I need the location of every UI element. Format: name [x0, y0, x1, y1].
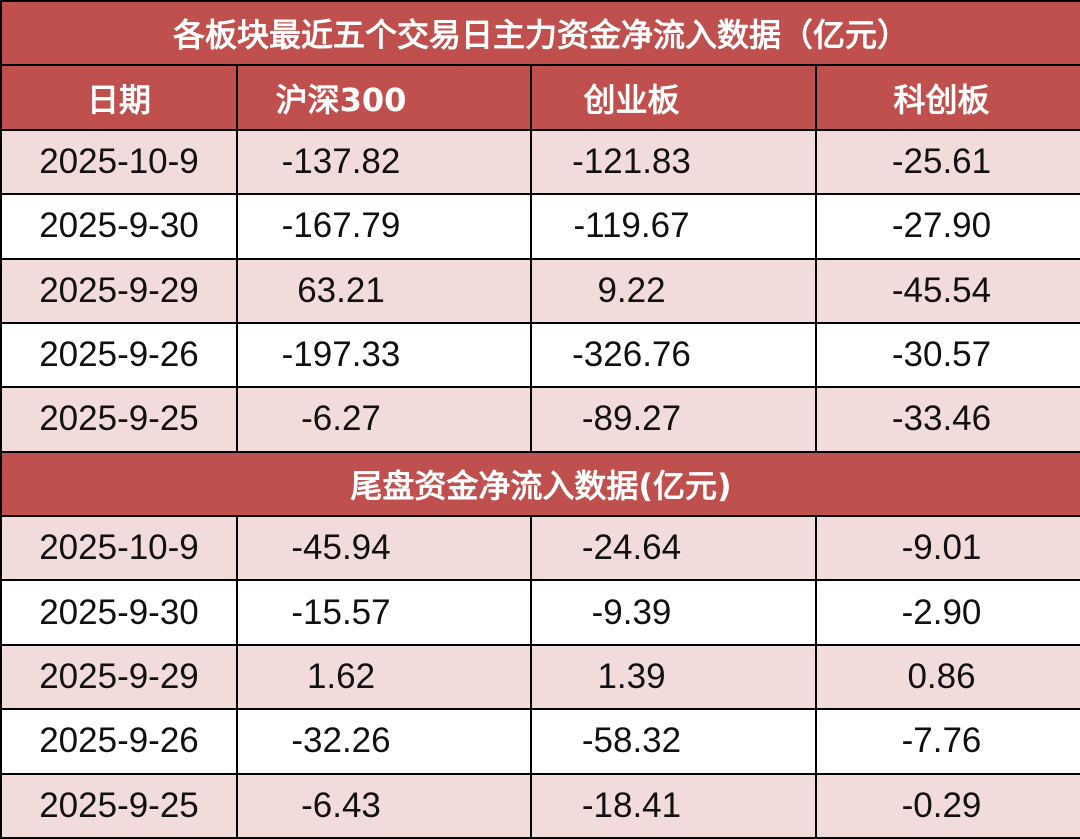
- date-cell: 2025-9-29: [0, 643, 238, 711]
- table-row: 2025-10-9 -45.94 -24.64 -9.01: [0, 514, 1080, 582]
- star-market-cell: 0.86: [814, 643, 1080, 711]
- header-hs300: 沪深300: [236, 64, 532, 131]
- chinext-cell: -58.32: [530, 708, 817, 775]
- table-row: 2025-9-30 -167.79 -119.67 -27.90: [0, 193, 1080, 260]
- header-star-market: 科创板: [814, 64, 1080, 131]
- table-row: 2025-9-30 -15.57 -9.39 -2.90: [0, 579, 1080, 646]
- hs300-cell: -32.26: [236, 708, 532, 775]
- table-row: 2025-9-25 -6.43 -18.41 -0.29: [0, 772, 1080, 839]
- hs300-cell: -137.82: [236, 128, 532, 196]
- chinext-cell: -9.39: [530, 579, 817, 646]
- header-chinext: 创业板: [530, 64, 817, 131]
- hs300-cell: -45.94: [236, 514, 532, 582]
- hs300-cell: -15.57: [236, 579, 532, 646]
- table-row: 2025-10-9 -137.82 -121.83 -25.61: [0, 128, 1080, 196]
- hs300-cell: -6.43: [236, 772, 532, 839]
- star-market-cell: -33.46: [814, 386, 1080, 453]
- chinext-cell: 1.39: [530, 643, 817, 711]
- date-cell: 2025-9-26: [0, 321, 238, 389]
- chinext-cell: -18.41: [530, 772, 817, 839]
- star-market-cell: -0.29: [814, 772, 1080, 839]
- hs300-cell: 1.62: [236, 643, 532, 711]
- table-title: 各板块最近五个交易日主力资金净流入数据（亿元）: [0, 0, 1080, 67]
- hs300-cell: -6.27: [236, 386, 532, 453]
- star-market-cell: -45.54: [814, 257, 1080, 324]
- table-row: 2025-9-25 -6.27 -89.27 -33.46: [0, 386, 1080, 453]
- date-cell: 2025-9-30: [0, 579, 238, 646]
- date-cell: 2025-10-9: [0, 514, 238, 582]
- header-row: 日期 沪深300 创业板 科创板: [0, 64, 1080, 131]
- chinext-cell: -24.64: [530, 514, 817, 582]
- date-cell: 2025-9-26: [0, 708, 238, 775]
- chinext-cell: -89.27: [530, 386, 817, 453]
- date-cell: 2025-9-25: [0, 772, 238, 839]
- chinext-cell: 9.22: [530, 257, 817, 324]
- star-market-cell: -27.90: [814, 193, 1080, 260]
- date-cell: 2025-10-9: [0, 128, 238, 196]
- hs300-cell: -167.79: [236, 193, 532, 260]
- chinext-cell: -119.67: [530, 193, 817, 260]
- hs300-cell: 63.21: [236, 257, 532, 324]
- title-row: 各板块最近五个交易日主力资金净流入数据（亿元）: [0, 0, 1080, 67]
- star-market-cell: -9.01: [814, 514, 1080, 582]
- date-cell: 2025-9-25: [0, 386, 238, 453]
- table-row: 2025-9-26 -32.26 -58.32 -7.76: [0, 708, 1080, 775]
- hs300-cell: -197.33: [236, 321, 532, 389]
- table-row: 2025-9-26 -197.33 -326.76 -30.57: [0, 321, 1080, 389]
- section-subtitle: 尾盘资金净流入数据(亿元): [0, 450, 1080, 518]
- header-date: 日期: [0, 64, 238, 131]
- date-cell: 2025-9-30: [0, 193, 238, 260]
- star-market-cell: -7.76: [814, 708, 1080, 775]
- star-market-cell: -30.57: [814, 321, 1080, 389]
- table-row: 2025-9-29 63.21 9.22 -45.54: [0, 257, 1080, 324]
- date-cell: 2025-9-29: [0, 257, 238, 324]
- star-market-cell: -25.61: [814, 128, 1080, 196]
- chinext-cell: -326.76: [530, 321, 817, 389]
- table-row: 2025-9-29 1.62 1.39 0.86: [0, 643, 1080, 711]
- subtitle-row: 尾盘资金净流入数据(亿元): [0, 450, 1080, 518]
- chinext-cell: -121.83: [530, 128, 817, 196]
- star-market-cell: -2.90: [814, 579, 1080, 646]
